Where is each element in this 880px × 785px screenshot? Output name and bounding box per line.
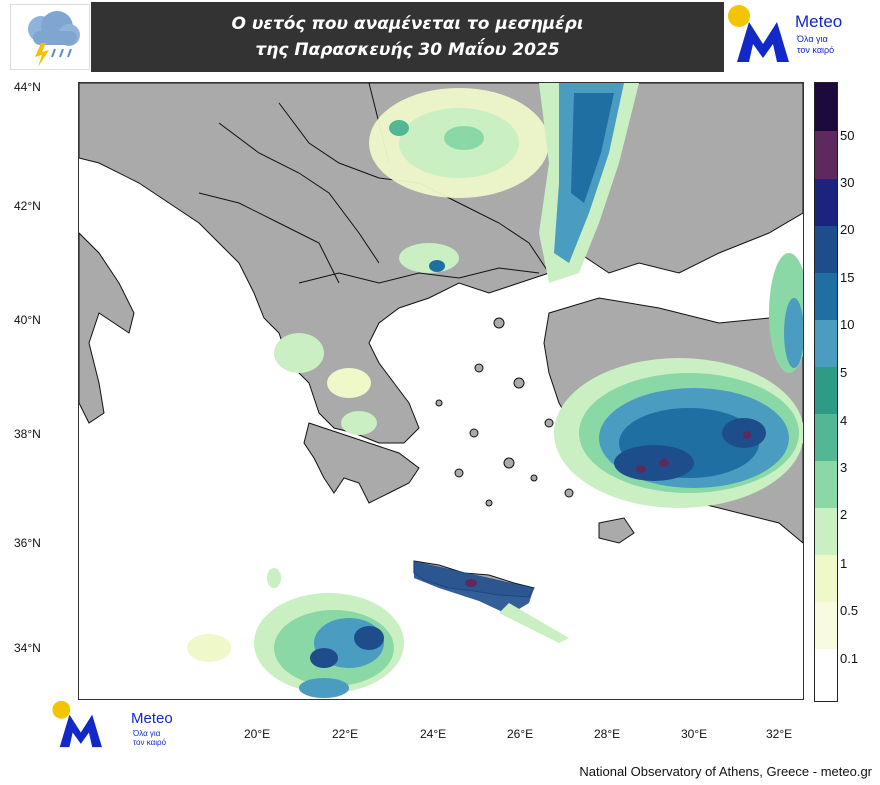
cb-seg <box>815 367 837 414</box>
lat-label: 40°N <box>14 313 41 327</box>
colorbar-label: 2 <box>840 507 848 522</box>
colorbar-label: 15 <box>840 270 855 285</box>
cb-seg <box>815 226 837 273</box>
brand-name: Meteo <box>795 12 843 31</box>
precipitation-map <box>78 82 804 700</box>
colorbar-label: 30 <box>840 175 855 190</box>
colorbar-label: 0.5 <box>840 603 859 618</box>
colorbar-label: 10 <box>840 317 855 332</box>
cb-seg <box>815 273 837 320</box>
lon-label: 20°E <box>244 727 271 741</box>
map-title: Ο υετός που αναμένεται το μεσημέρι της Π… <box>91 2 724 72</box>
lat-label: 34°N <box>14 641 41 655</box>
cb-seg <box>815 649 837 701</box>
brand-logo-top: Meteo Όλα για τον καιρό <box>727 4 867 68</box>
title-line-1: Ο υετός που αναμένεται το μεσημέρι <box>231 14 584 34</box>
cb-seg <box>815 320 837 367</box>
brand-tagline-2: τον καιρό <box>133 738 167 747</box>
cb-seg <box>815 602 837 649</box>
weather-icon-box <box>10 4 90 70</box>
lon-label: 30°E <box>681 727 708 741</box>
cb-seg <box>815 555 837 602</box>
colorbar-label: 50 <box>840 128 855 143</box>
cb-seg <box>815 179 837 226</box>
lon-label: 22°E <box>332 727 359 741</box>
lon-label: 28°E <box>594 727 621 741</box>
colorbar-label: 4 <box>840 413 848 428</box>
meteo-m-logo-icon <box>52 700 102 748</box>
cb-seg <box>815 508 837 555</box>
brand-tagline-1: Όλα για <box>797 34 828 44</box>
map-canvas <box>79 83 803 698</box>
precip-layer <box>187 83 803 698</box>
brand-tagline-2: τον καιρό <box>797 45 835 55</box>
colorbar-label: 1 <box>840 556 848 571</box>
lon-label: 24°E <box>420 727 447 741</box>
cb-seg <box>815 83 837 131</box>
lon-label: 32°E <box>766 727 793 741</box>
lat-label: 38°N <box>14 427 41 441</box>
land-peloponnese <box>303 422 420 504</box>
brand-logo-bottom: Meteo Όλα για τον καιρό <box>45 700 185 764</box>
lat-label: 42°N <box>14 199 41 213</box>
lat-label: 44°N <box>14 80 41 94</box>
cb-seg <box>815 414 837 461</box>
colorbar-label: 20 <box>840 222 855 237</box>
precip-colorbar <box>814 82 838 702</box>
brand-name: Meteo <box>131 710 173 727</box>
lon-label: 26°E <box>507 727 534 741</box>
meteo-m-logo-icon <box>728 5 789 62</box>
title-line-2: της Παρασκευής 30 Μαΐου 2025 <box>255 40 560 60</box>
colorbar-label: 0.1 <box>840 651 859 666</box>
colorbar-label: 3 <box>840 460 848 475</box>
cb-seg <box>815 461 837 508</box>
rain-cloud-lightning-icon <box>28 11 80 67</box>
land-italy <box>79 232 135 424</box>
land-cyprus <box>598 517 635 544</box>
brand-tagline-1: Όλα για <box>133 729 161 738</box>
credit-text: National Observatory of Athens, Greece -… <box>579 764 872 779</box>
cb-seg <box>815 131 837 179</box>
colorbar-label: 5 <box>840 365 848 380</box>
lat-label: 36°N <box>14 536 41 550</box>
